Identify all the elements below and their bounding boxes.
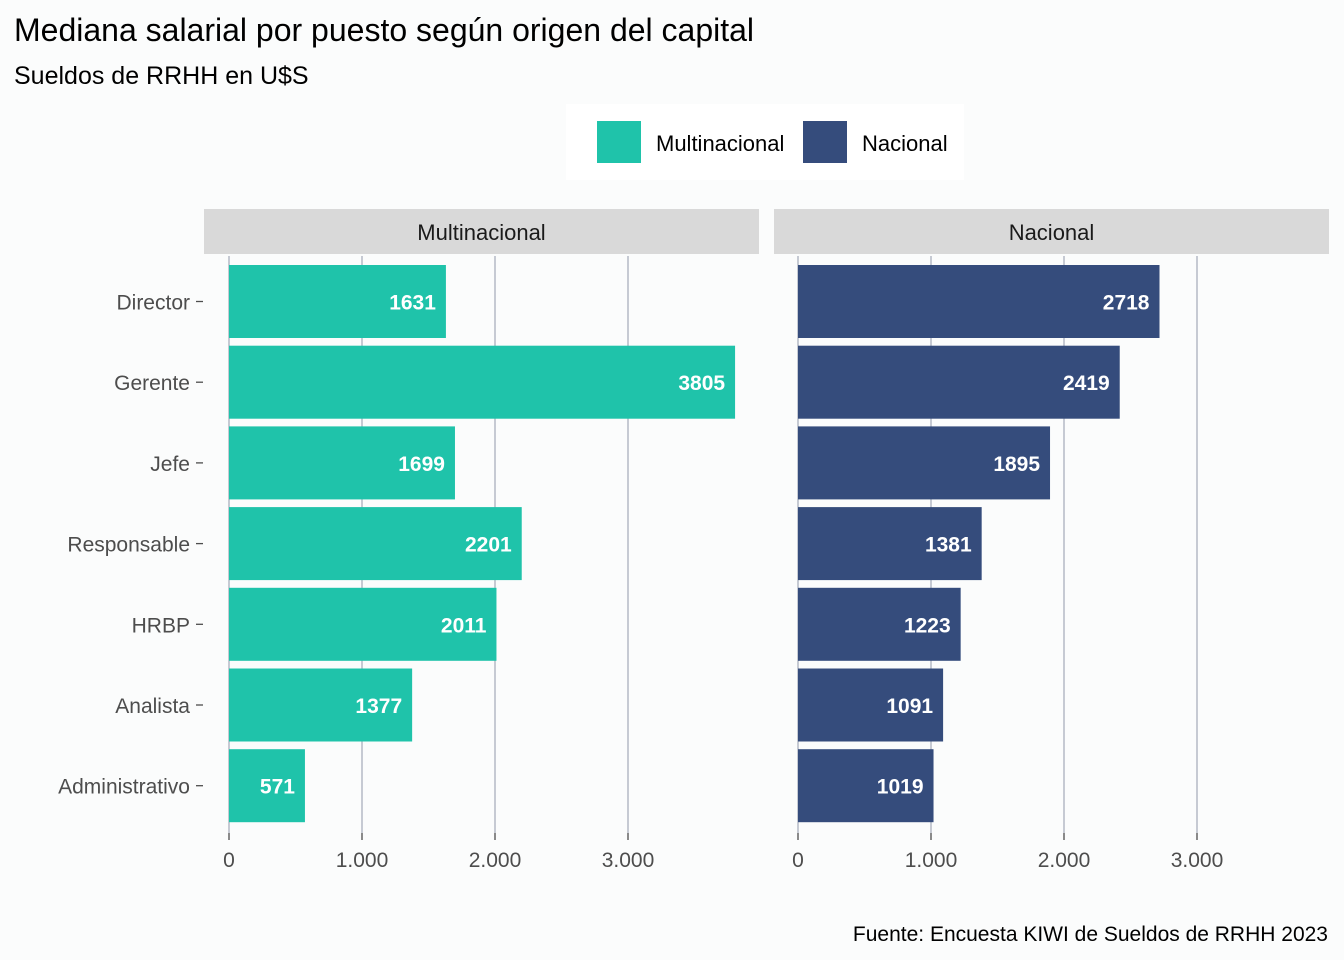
bar-nacional-analista bbox=[798, 668, 944, 742]
x-tick-label-nacional-3000: 3.000 bbox=[1171, 849, 1224, 872]
x-tick-label-multinacional-2000: 2.000 bbox=[469, 849, 522, 872]
value-label-nacional-administrativo: 1019 bbox=[877, 776, 924, 799]
facet-strip-nacional bbox=[774, 209, 1329, 254]
category-label-gerente: Gerente bbox=[114, 372, 190, 395]
value-label-multinacional-hrbp: 2011 bbox=[441, 614, 487, 637]
legend: Multinacional Nacional bbox=[566, 104, 964, 180]
value-label-multinacional-jefe: 1699 bbox=[398, 453, 445, 476]
category-label-director: Director bbox=[116, 292, 190, 315]
x-tick-label-nacional-1000: 1.000 bbox=[905, 849, 958, 872]
value-label-nacional-gerente: 2419 bbox=[1063, 372, 1110, 395]
x-tick-label-multinacional-0: 0 bbox=[223, 849, 235, 872]
value-label-multinacional-gerente: 3805 bbox=[678, 372, 725, 395]
x-tick-label-multinacional-1000: 1.000 bbox=[336, 849, 389, 872]
facet-strip-label-nacional: Nacional bbox=[1009, 220, 1095, 245]
value-label-nacional-director: 2718 bbox=[1103, 292, 1150, 315]
value-label-nacional-responsable: 1381 bbox=[925, 534, 972, 557]
bar-multinacional-analista bbox=[229, 668, 413, 742]
category-label-analista: Analista bbox=[115, 695, 190, 718]
x-tick-label-multinacional-3000: 3.000 bbox=[602, 849, 655, 872]
bar-multinacional-administrativo bbox=[229, 749, 305, 823]
chart-caption: Fuente: Encuesta KIWI de Sueldos de RRHH… bbox=[853, 923, 1328, 946]
category-label-administrativo: Administrativo bbox=[58, 776, 190, 799]
category-label-responsable: Responsable bbox=[67, 534, 190, 557]
legend-label-multinacional: Multinacional bbox=[656, 131, 784, 156]
panels: Multinacional 0 1.000 2.000 3.000 1631 3805 169… bbox=[58, 209, 1329, 872]
bar-multinacional-hrbp bbox=[229, 587, 497, 661]
legend-key-multinacional bbox=[597, 121, 641, 163]
bar-nacional-director bbox=[798, 265, 1160, 338]
bar-multinacional-jefe bbox=[229, 426, 455, 500]
value-label-multinacional-administrativo: 571 bbox=[260, 776, 295, 799]
value-label-multinacional-analista: 1377 bbox=[355, 695, 402, 718]
bar-nacional-responsable bbox=[798, 507, 982, 581]
bar-nacional-jefe bbox=[798, 426, 1051, 500]
bar-multinacional-director bbox=[229, 265, 446, 338]
value-label-multinacional-director: 1631 bbox=[389, 292, 436, 315]
legend-key-nacional bbox=[803, 121, 847, 163]
legend-label-nacional: Nacional bbox=[862, 131, 948, 156]
bar-nacional-hrbp bbox=[798, 587, 961, 661]
chart-subtitle: Sueldos de RRHH en U$S bbox=[14, 62, 309, 90]
bar-multinacional-responsable bbox=[229, 507, 522, 581]
bar-nacional-administrativo bbox=[798, 749, 934, 823]
value-label-nacional-analista: 1091 bbox=[886, 695, 933, 718]
bar-nacional-gerente bbox=[798, 345, 1120, 419]
chart-title: Mediana salarial por puesto según origen… bbox=[14, 12, 754, 48]
value-label-multinacional-responsable: 2201 bbox=[465, 534, 512, 557]
value-label-nacional-hrbp: 1223 bbox=[904, 614, 951, 637]
x-tick-label-nacional-2000: 2.000 bbox=[1038, 849, 1091, 872]
category-label-jefe: Jefe bbox=[150, 453, 190, 476]
x-tick-label-nacional-0: 0 bbox=[792, 849, 804, 872]
facet-strip-label-multinacional: Multinacional bbox=[417, 220, 545, 245]
bar-multinacional-gerente bbox=[229, 345, 736, 419]
value-label-nacional-jefe: 1895 bbox=[993, 453, 1040, 476]
facet-strip-multinacional bbox=[204, 209, 759, 254]
category-label-hrbp: HRBP bbox=[132, 614, 190, 637]
